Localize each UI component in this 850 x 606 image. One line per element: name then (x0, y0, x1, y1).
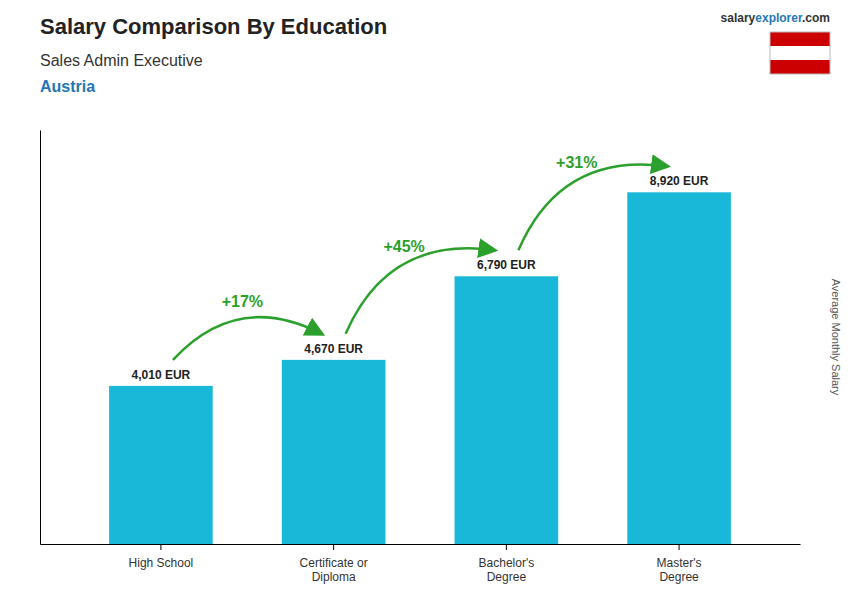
x-axis: High School Certificate orDiploma Bachelor… (41, 544, 801, 584)
y-axis-line (40, 131, 41, 545)
change-label: +45% (383, 238, 424, 255)
data-labels: 4,010 EUR 4,670 EUR 6,790 EUR 8,920 EUR (132, 174, 709, 382)
annotations: +17% +45% +31% (173, 154, 667, 360)
title: Salary Comparison By Education (40, 14, 387, 39)
plot: High School Certificate orDiploma Bachelor… (41, 131, 801, 585)
x-tick: High School (129, 544, 194, 570)
source-part: salary (721, 11, 756, 25)
data-label: 4,010 EUR (132, 368, 191, 382)
x-tick-label-line: Certificate or (300, 556, 368, 570)
x-tick-label-line: Diploma (312, 570, 356, 584)
bar (627, 192, 731, 544)
x-tick: Certificate orDiploma (300, 544, 368, 584)
change-label: +17% (222, 293, 263, 310)
bars (109, 192, 731, 544)
change-arrow (346, 248, 495, 334)
x-tick-label: High School (129, 556, 194, 570)
bar (109, 386, 213, 544)
y-axis-label: Average Monthly Salary (830, 279, 842, 396)
change-arrow (173, 317, 322, 360)
bar (455, 276, 559, 544)
x-tick-mark (160, 544, 161, 550)
flag-stripe (770, 46, 830, 60)
chart: Salary Comparison By Education Sales Admi… (0, 0, 850, 606)
x-tick-label-line: Master's (657, 556, 702, 570)
x-tick: Master'sDegree (657, 544, 702, 584)
data-label: 8,920 EUR (650, 174, 709, 188)
y-axis (40, 131, 41, 545)
bar (282, 360, 386, 544)
change-arrow (518, 164, 667, 250)
x-tick-label-line: High School (129, 556, 194, 570)
x-tick-mark (333, 544, 334, 550)
x-tick-label-line: Bachelor's (479, 556, 535, 570)
source-part: .com (802, 11, 830, 25)
x-tick-label-line: Degree (487, 570, 527, 584)
x-axis-line (41, 544, 801, 545)
data-label: 4,670 EUR (304, 342, 363, 356)
x-tick: Bachelor'sDegree (479, 544, 535, 584)
x-tick-label: Certificate orDiploma (300, 556, 368, 584)
country: Austria (40, 78, 95, 95)
data-label: 6,790 EUR (477, 258, 536, 272)
x-tick-label-line: Degree (659, 570, 699, 584)
flag-border (770, 32, 830, 74)
x-tick-mark (506, 544, 507, 550)
x-tick-label: Master'sDegree (657, 556, 702, 584)
change-label: +31% (556, 154, 597, 171)
source: salaryexplorer.com (721, 11, 830, 25)
flag-stripe (770, 32, 830, 46)
x-tick-mark (679, 544, 680, 550)
x-tick-label: Bachelor'sDegree (479, 556, 535, 584)
flag (770, 32, 830, 74)
flag-stripe (770, 60, 830, 74)
subtitle: Sales Admin Executive (40, 52, 203, 69)
source-part: explorer (755, 11, 803, 25)
